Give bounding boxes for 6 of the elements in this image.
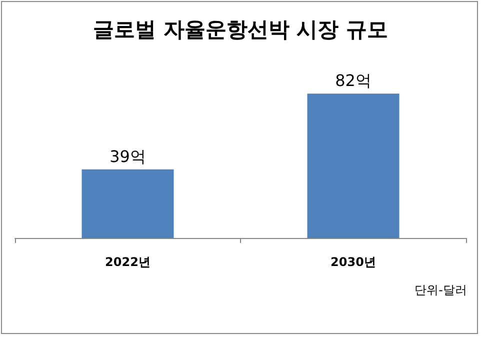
- data-label: 39억: [110, 146, 146, 166]
- text: 단위-달러: [414, 282, 467, 299]
- x-tick-label: 2022년: [105, 255, 150, 269]
- data-label: 82억: [335, 71, 372, 90]
- chart-title: 글로벌 자율운항선박 시장 규모: [93, 18, 388, 42]
- x-tick-label: 2030년: [330, 255, 376, 269]
